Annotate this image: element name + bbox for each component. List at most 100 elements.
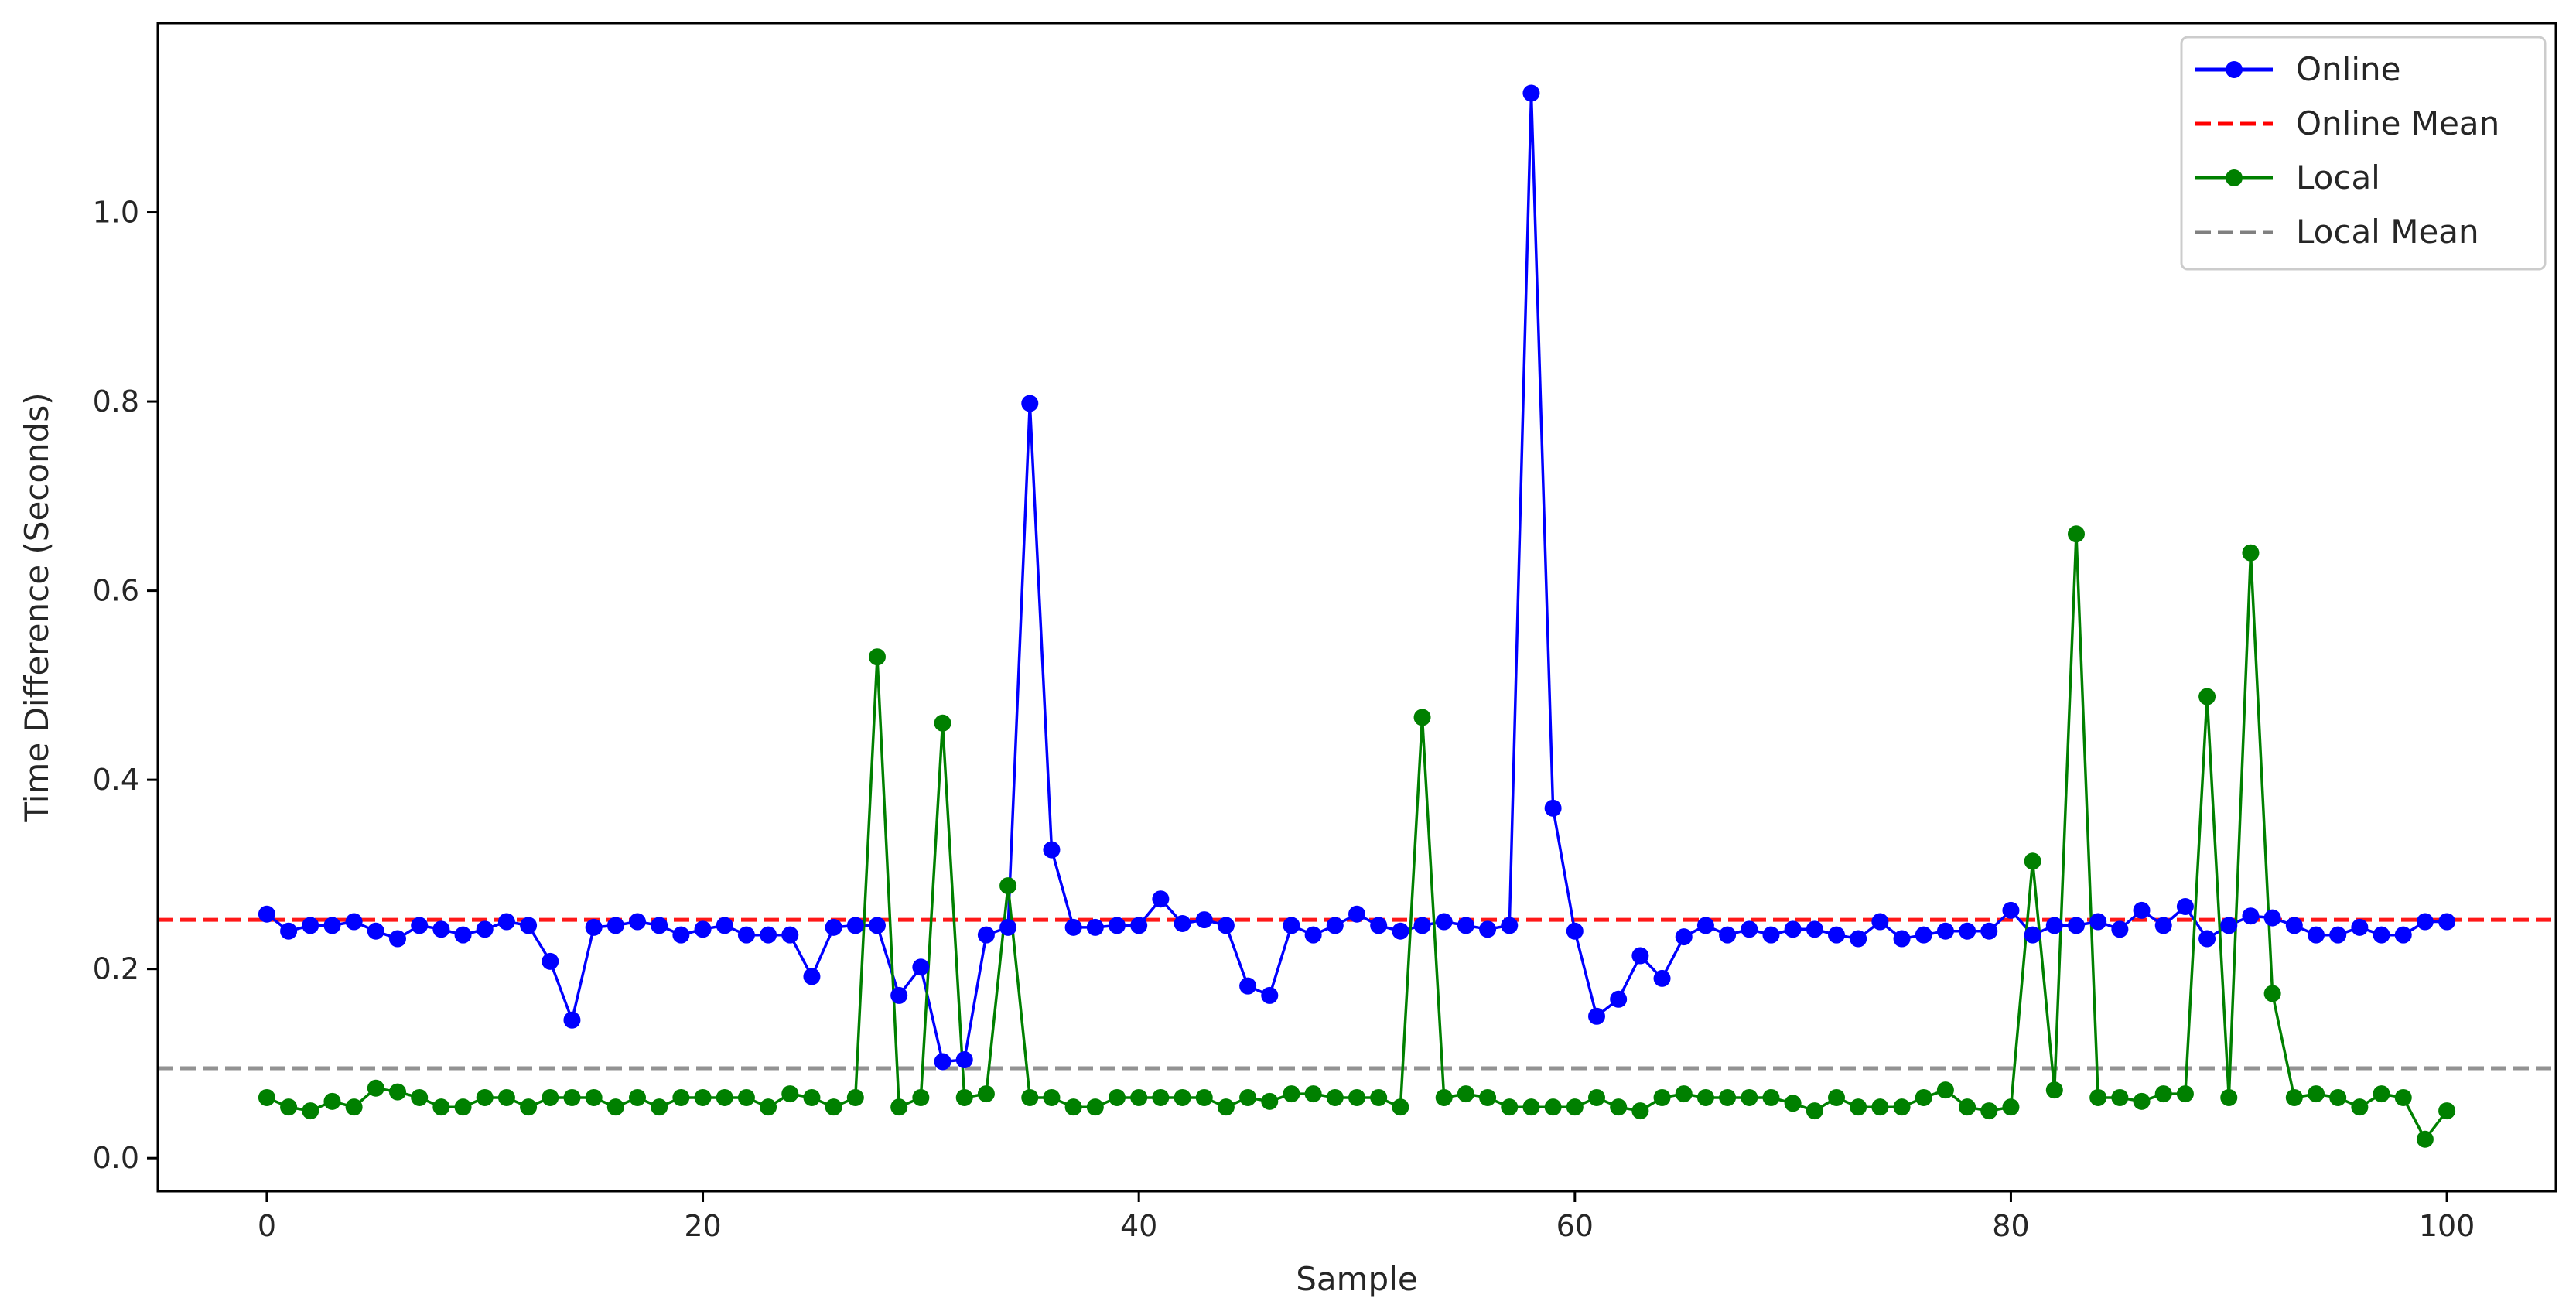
local-point — [1283, 1085, 1300, 1103]
x-tick-label: 0 — [258, 1209, 276, 1243]
online-point — [1130, 917, 1148, 934]
local-point — [454, 1098, 472, 1116]
online-point — [2394, 926, 2412, 944]
local-point — [606, 1098, 624, 1116]
x-tick-label: 80 — [1992, 1209, 2029, 1243]
local-point — [1566, 1098, 1584, 1116]
online-point — [716, 917, 733, 934]
online-point — [1631, 947, 1649, 965]
local-point — [2394, 1088, 2412, 1106]
online-point — [1871, 913, 1889, 931]
online-point — [1850, 930, 1867, 948]
online-point — [1261, 986, 1279, 1004]
online-point — [1021, 394, 1039, 412]
online-point — [977, 926, 995, 944]
local-point — [497, 1088, 515, 1106]
x-axis-ticks: 0 20 40 60 80 100 — [258, 1191, 2475, 1243]
online-point — [280, 922, 298, 940]
online-point — [563, 1011, 581, 1029]
online-point — [1283, 917, 1300, 934]
series-lines — [265, 91, 2448, 1141]
local-point — [1719, 1088, 1737, 1106]
local-point — [2154, 1085, 2172, 1103]
local-point — [1457, 1085, 1474, 1103]
online-point — [2373, 926, 2390, 944]
local-point — [1217, 1098, 1235, 1116]
online-point — [2308, 926, 2325, 944]
plot-frame — [156, 22, 2557, 1193]
y-tick-label: 0.2 — [93, 952, 139, 986]
online-point — [1152, 890, 1170, 908]
local-point — [1152, 1088, 1170, 1106]
legend-marker-local — [2226, 169, 2243, 186]
online-point — [1348, 905, 1365, 923]
legend-label-local: Local — [2296, 159, 2380, 196]
online-point — [1174, 914, 1191, 932]
local-point — [1522, 1098, 1540, 1116]
local-point — [803, 1088, 821, 1106]
local-point — [520, 1098, 538, 1116]
online-point — [1828, 926, 1845, 944]
online-point — [651, 917, 668, 934]
local-point — [1174, 1088, 1191, 1106]
online-point — [1501, 917, 1519, 934]
local-point — [2242, 544, 2260, 562]
online-point — [1239, 977, 1257, 995]
online-point — [1544, 799, 1562, 817]
x-tick-label: 40 — [1120, 1209, 1157, 1243]
online-point — [1696, 917, 1714, 934]
local-point — [1021, 1088, 1039, 1106]
online-point — [323, 917, 341, 934]
local-point — [934, 714, 951, 732]
local-point — [1936, 1081, 1954, 1099]
local-point — [651, 1098, 668, 1116]
local-point — [1064, 1098, 1082, 1116]
local-point — [1850, 1098, 1867, 1116]
online-point — [345, 913, 363, 931]
online-point — [2198, 930, 2216, 948]
local-point — [760, 1098, 777, 1116]
online-point — [432, 920, 450, 938]
online-point — [585, 918, 603, 936]
local-point — [1435, 1088, 1453, 1106]
online-point — [737, 926, 755, 944]
local-point — [737, 1088, 755, 1106]
online-point — [694, 920, 712, 938]
legend-label-online-mean: Online Mean — [2296, 104, 2499, 142]
online-point — [411, 917, 429, 934]
online-point — [2133, 901, 2151, 919]
online-point — [2068, 917, 2085, 934]
local-point — [2263, 985, 2281, 1002]
online-point — [955, 1051, 973, 1069]
local-point — [302, 1102, 319, 1120]
online-point — [825, 918, 842, 936]
local-point — [2416, 1130, 2434, 1148]
online-point — [1435, 913, 1453, 931]
online-point — [1217, 917, 1235, 934]
plot-clip-group — [158, 84, 2556, 1148]
local-point — [2285, 1088, 2303, 1106]
local-point — [2133, 1092, 2151, 1110]
y-tick-label: 1.0 — [93, 196, 139, 230]
online-point — [869, 917, 886, 934]
online-point — [2220, 917, 2238, 934]
online-point — [803, 968, 821, 985]
local-point — [1959, 1098, 1976, 1116]
online-point — [2045, 917, 2063, 934]
local-point — [1304, 1085, 1322, 1103]
local-point — [999, 877, 1017, 895]
local-point — [411, 1088, 429, 1106]
online-point — [2154, 917, 2172, 934]
local-point — [1109, 1088, 1126, 1106]
y-axis-ticks: 0.0 0.2 0.4 0.6 0.8 1.0 — [93, 196, 158, 1175]
local-point — [955, 1088, 973, 1106]
local-point — [1980, 1102, 1998, 1120]
local-point — [1871, 1098, 1889, 1116]
online-point — [2024, 926, 2041, 944]
online-point — [2263, 909, 2281, 927]
online-point — [1893, 930, 1911, 948]
local-point — [1348, 1088, 1365, 1106]
local-point — [1370, 1088, 1388, 1106]
online-point — [1959, 922, 1976, 940]
online-point — [1936, 922, 1954, 940]
